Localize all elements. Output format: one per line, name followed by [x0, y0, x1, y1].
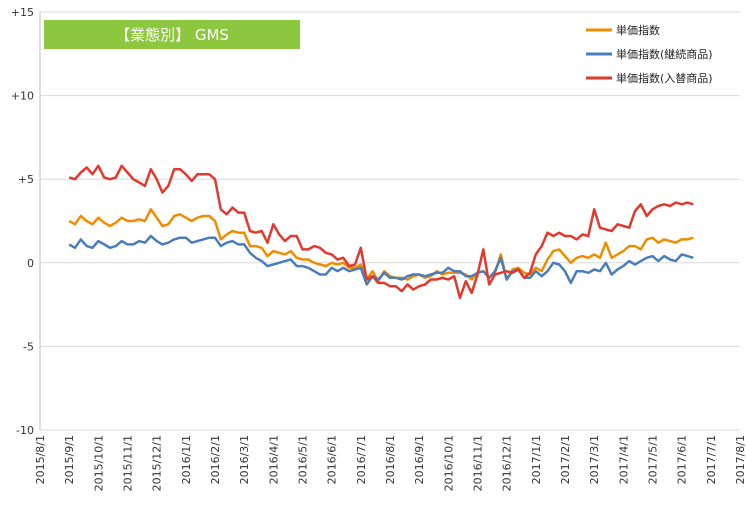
x-tick-label: 2016/2/1	[209, 435, 222, 484]
legend-label-1: 単価指数	[616, 23, 660, 37]
x-tick-label: 2016/9/1	[413, 435, 426, 484]
x-tick-label: 2016/1/1	[180, 435, 193, 484]
y-tick-label: +15	[11, 6, 34, 19]
chart-title-box: 【業態別】 GMS	[44, 20, 300, 49]
x-tick-label: 2016/8/1	[384, 435, 397, 484]
x-tick-label: 2016/7/1	[355, 435, 368, 484]
series-lines	[68, 164, 694, 300]
x-tick-label: 2016/5/1	[297, 435, 310, 484]
x-tick-label: 2015/8/1	[34, 435, 47, 484]
x-tick-label: 2017/1/1	[530, 435, 543, 484]
y-tick-label: -10	[16, 424, 34, 437]
y-tick-label: 0	[27, 257, 34, 270]
x-tick-label: 2016/3/1	[238, 435, 251, 484]
x-tick-label: 2016/11/1	[472, 435, 485, 491]
chart-title: 【業態別】 GMS	[115, 26, 229, 44]
x-tick-label: 2016/6/1	[326, 435, 339, 484]
series-line-2	[68, 234, 694, 286]
y-axis-tick-labels: +15 +10 +5 0 -5 -10	[11, 6, 34, 437]
x-tick-label: 2017/6/1	[676, 435, 689, 484]
x-tick-label: 2017/8/1	[734, 435, 746, 484]
x-tick-label: 2015/12/1	[151, 435, 164, 491]
y-tick-label: -5	[23, 340, 34, 353]
x-tick-label: 2017/4/1	[617, 435, 630, 484]
series-line-3	[68, 164, 694, 300]
x-axis-tick-labels: 2015/8/1 2015/9/1 2015/10/1 2015/11/1 2015/1…	[34, 435, 746, 491]
x-tick-label: 2017/2/1	[559, 435, 572, 484]
x-tick-label: 2017/5/1	[647, 435, 660, 484]
x-tick-label: 2015/10/1	[92, 435, 105, 491]
x-tick-label: 2017/7/1	[705, 435, 718, 484]
y-tick-label: +5	[18, 173, 34, 186]
y-tick-label: +10	[11, 90, 34, 103]
x-tick-label: 2016/10/1	[442, 435, 455, 491]
x-tick-label: 2015/9/1	[63, 435, 76, 484]
x-tick-label: 2017/3/1	[588, 435, 601, 484]
chart-title-background	[44, 20, 300, 49]
legend-label-3: 単価指数(入替商品)	[616, 71, 713, 85]
legend-label-2: 単価指数(継続商品)	[616, 47, 713, 61]
x-tick-label: 2015/11/1	[122, 435, 135, 491]
x-tick-label: 2016/12/1	[501, 435, 514, 491]
x-tick-label: 2016/4/1	[267, 435, 280, 484]
